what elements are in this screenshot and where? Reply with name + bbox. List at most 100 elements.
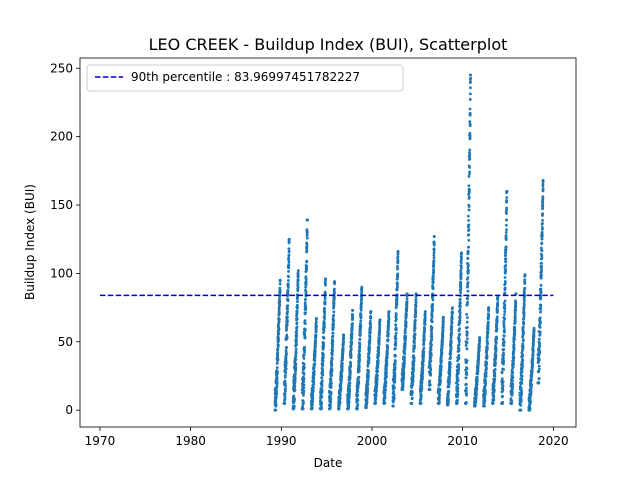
data-point [287,241,291,244]
data-point [293,380,297,383]
data-point [287,263,291,267]
data-point [511,371,515,375]
data-point [311,386,315,390]
data-point [465,367,469,371]
data-point [277,308,281,312]
data-point [367,361,371,365]
data-point [302,400,305,404]
data-point [500,371,504,375]
data-point [458,304,462,307]
data-point [296,269,300,273]
data-point [431,303,435,307]
data-point [293,384,297,388]
data-point [475,378,479,382]
data-point [321,364,325,368]
data-point [440,352,444,356]
data-point [459,264,463,268]
x-tick-label: 1980 [175,434,206,448]
data-point [423,310,427,314]
data-point [303,327,307,331]
data-point [413,322,417,326]
data-point [539,283,543,287]
data-point [468,92,472,96]
data-point [305,267,308,271]
data-point [465,347,469,351]
data-point [467,184,471,188]
data-point [468,124,472,127]
data-point [328,403,332,407]
data-point [457,363,461,367]
data-point [441,318,445,322]
data-point [337,407,341,411]
data-point [324,283,327,287]
data-point [296,282,300,286]
data-point [438,400,441,403]
data-point [374,394,378,397]
data-point [287,237,291,241]
data-point [423,318,427,322]
data-point [357,365,361,369]
data-point [449,340,453,344]
y-tick-label: 200 [50,130,73,144]
data-point [505,228,508,232]
data-point [313,349,317,353]
data-point [502,344,506,347]
data-point [429,359,433,363]
data-point [423,329,427,333]
data-point [430,326,434,330]
data-point [385,367,388,371]
data-point [450,321,454,324]
data-point [458,298,462,301]
data-point [440,359,443,363]
data-point [286,283,290,287]
data-point [456,387,460,390]
data-point [360,285,364,289]
data-point [465,340,469,344]
data-point [359,324,363,327]
data-point [313,352,317,356]
data-point [329,378,333,382]
data-point [520,375,524,379]
data-point [537,347,541,351]
data-point [369,310,373,314]
data-point [512,356,516,360]
data-point [505,189,509,193]
data-point [366,378,370,382]
data-point [503,310,507,313]
data-point [402,373,406,377]
data-point [495,327,499,331]
data-point [394,341,398,345]
data-point [296,295,299,299]
data-point [367,373,370,377]
data-point [275,379,279,383]
data-point [311,397,315,400]
data-point [529,393,533,397]
data-point [383,396,387,400]
data-point [413,326,417,330]
data-point [513,320,517,323]
data-point [365,406,368,409]
data-point [460,256,463,259]
data-point [332,302,336,306]
data-point [510,399,514,403]
data-point [466,300,470,304]
data-point [486,330,490,334]
data-point [284,371,288,374]
data-point [465,320,469,324]
data-point [304,278,308,281]
data-point [468,98,472,101]
data-point [337,404,341,408]
data-point [486,336,489,340]
data-point [540,254,544,258]
data-point [369,322,373,326]
data-point [469,73,473,77]
data-point [413,341,416,345]
data-point [503,299,507,303]
data-point [465,389,468,393]
data-point [302,389,306,393]
data-point [303,319,307,322]
y-tick-label: 50 [58,335,73,349]
data-point [348,376,352,380]
data-point [321,355,325,359]
data-point [296,274,300,278]
